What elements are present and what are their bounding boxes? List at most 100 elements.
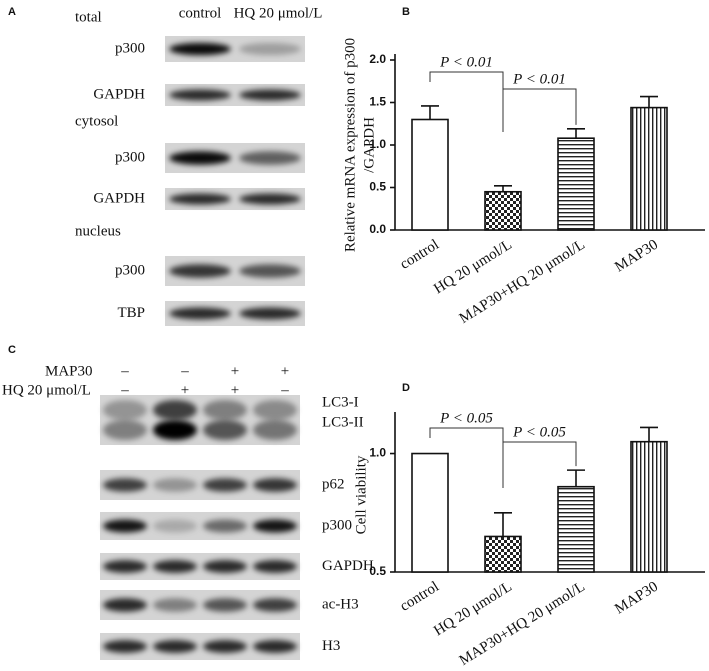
treatment-sign: +	[231, 382, 239, 398]
blot-band	[239, 193, 301, 205]
blot-band	[103, 400, 147, 420]
blot-band	[103, 560, 147, 573]
blot-label: GAPDH	[93, 86, 145, 102]
bar	[484, 190, 522, 231]
blot-band	[153, 598, 197, 612]
blot-band	[239, 151, 301, 165]
blot-label: p300	[115, 262, 145, 278]
blot-band	[253, 400, 297, 420]
blot-label: LC3-II	[322, 414, 364, 430]
blot-label: p300	[115, 40, 145, 56]
y-tick-label: 0.0	[369, 222, 386, 236]
y-tick-label: 0.5	[369, 564, 386, 578]
annotation: P < 0.01	[439, 54, 493, 70]
blot-band	[103, 478, 147, 492]
blot-band	[203, 478, 247, 492]
blot-band	[153, 560, 197, 573]
annotation: P < 0.05	[512, 424, 566, 440]
blot-band	[153, 420, 197, 440]
significance-bracket	[502, 88, 577, 99]
bar	[630, 440, 668, 573]
significance-bracket	[429, 71, 504, 82]
blot-band	[253, 420, 297, 440]
treatment-sign: –	[280, 382, 289, 398]
blot-label: p62	[322, 476, 345, 492]
significance-bracket	[502, 441, 577, 452]
panel-label: D	[402, 382, 410, 394]
x-tick-label: control	[397, 237, 442, 273]
x-tick-label: MAP30+HQ 20 μmol/L	[457, 237, 588, 327]
x-tick-label: MAP30	[612, 579, 661, 618]
y-axis-label: Cell viability	[353, 455, 369, 534]
y-tick-label: 1.0	[369, 446, 386, 460]
blot-band	[253, 598, 297, 612]
blot-band	[253, 560, 297, 573]
blot-band	[169, 193, 231, 205]
error-bar	[494, 511, 512, 537]
treatment-sign: –	[120, 382, 129, 398]
y-tick-label: 1.0	[369, 137, 386, 151]
blot-band	[169, 307, 231, 320]
blot-band	[253, 478, 297, 492]
y-tick-label: 1.5	[369, 95, 386, 109]
annotation: P < 0.05	[439, 410, 493, 426]
error-bar	[494, 185, 512, 192]
blot-band	[103, 420, 147, 440]
panel-label: C	[8, 344, 16, 356]
blot-label: GAPDH	[93, 190, 145, 206]
blot-band	[153, 519, 197, 533]
blot-label: TBP	[117, 305, 145, 321]
blot-band	[169, 42, 231, 56]
treatment-name: HQ 20 μmol/L	[2, 382, 91, 398]
blot-band	[103, 598, 147, 612]
blot-band	[203, 519, 247, 533]
y-tick-label: 0.5	[369, 180, 386, 194]
blot-band	[203, 560, 247, 573]
x-tick-label: control	[397, 579, 442, 615]
blot-band	[253, 519, 297, 533]
treatment-sign: +	[231, 363, 239, 379]
panel-label: B	[402, 6, 410, 18]
blot-band	[253, 640, 297, 653]
blot-band	[203, 400, 247, 420]
blot-band	[153, 400, 197, 420]
blot-label: p300	[115, 149, 145, 165]
bar	[411, 452, 449, 573]
treatment-sign: –	[120, 363, 129, 379]
section-title: cytosol	[75, 113, 118, 129]
y-axis-label: /GAPDH	[361, 117, 377, 173]
bar	[630, 106, 668, 231]
error-bar	[567, 469, 585, 487]
bar	[411, 118, 449, 231]
annotation: P < 0.01	[512, 71, 566, 87]
blot-band	[103, 519, 147, 533]
blot-band	[239, 42, 301, 56]
blot-band	[203, 640, 247, 653]
blot-band	[203, 598, 247, 612]
blot-band	[169, 89, 231, 101]
blot-label: H3	[322, 638, 340, 654]
column-header: control	[179, 5, 222, 21]
error-bar	[640, 426, 658, 442]
panel-label: A	[8, 6, 16, 18]
blot-band	[169, 264, 231, 278]
error-bar	[640, 95, 658, 108]
x-tick-label: MAP30	[612, 237, 661, 276]
blot-label: ac-H3	[322, 596, 359, 612]
treatment-name: MAP30	[45, 363, 93, 379]
blot-band	[239, 307, 301, 320]
bar	[557, 485, 595, 573]
section-title: total	[75, 9, 102, 25]
bar	[557, 137, 595, 231]
blot-band	[103, 640, 147, 653]
error-bar	[421, 105, 439, 120]
blot-band	[169, 151, 231, 165]
x-tick-label: MAP30+HQ 20 μmol/L	[457, 579, 588, 669]
blot-band	[239, 89, 301, 101]
significance-bracket	[429, 427, 504, 438]
y-axis-label: Relative mRNA expression of p300	[342, 38, 358, 252]
blot-label: p300	[322, 517, 352, 533]
blot-band	[153, 478, 197, 492]
blot-label: LC3-I	[322, 394, 359, 410]
blot-label: GAPDH	[322, 558, 374, 574]
